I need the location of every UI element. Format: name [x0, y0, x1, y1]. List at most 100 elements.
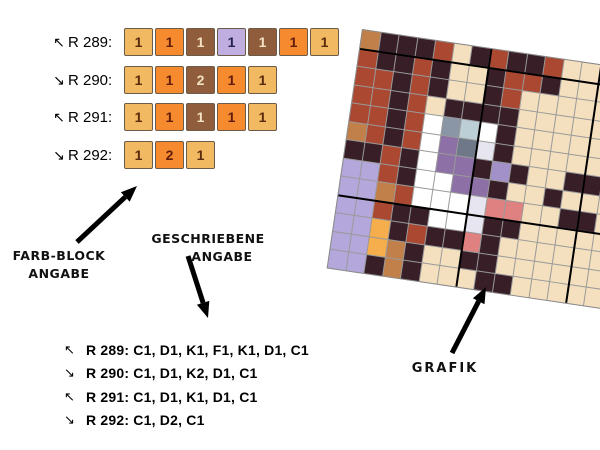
- grid-cell: [537, 93, 558, 114]
- grid-cell: [327, 249, 348, 270]
- grid-cell: [428, 77, 448, 98]
- pattern-grid: [326, 29, 600, 312]
- grid-cell: [474, 271, 495, 292]
- color-block: 1: [248, 28, 277, 56]
- grid-cell: [529, 279, 550, 300]
- grid-cell: [556, 96, 577, 117]
- grid-cell: [407, 93, 427, 114]
- grid-cell: [516, 109, 537, 130]
- color-block: 1: [124, 28, 153, 56]
- grid-cell: [354, 66, 375, 87]
- grid-cell: [531, 261, 552, 282]
- grid-cell: [425, 95, 446, 116]
- grid-cell: [403, 242, 424, 263]
- legend-row: ↘ R 290: 1 1 2 1 1: [50, 65, 277, 95]
- written-row-text: R 289: C1, D1, K1, F1, K1, D1, C1: [86, 341, 309, 358]
- grid-cell: [362, 142, 383, 163]
- grid-cell: [341, 158, 362, 179]
- row-label: R 291:: [68, 108, 113, 126]
- grid-cell: [419, 263, 440, 284]
- grid-cell: [498, 106, 519, 127]
- grid-cell: [370, 87, 391, 108]
- color-block: 1: [248, 103, 277, 131]
- grid-cell: [382, 257, 403, 278]
- grid-cell: [351, 215, 372, 236]
- grid-cell: [391, 72, 412, 93]
- grid-cell: [344, 139, 364, 160]
- grid-cell: [501, 88, 522, 109]
- grid-cell: [497, 237, 518, 258]
- grid-cell: [490, 161, 511, 182]
- row-direction-arrow-icon: ↖: [53, 33, 65, 50]
- grid-cell: [398, 148, 419, 168]
- grid-cell: [422, 114, 443, 135]
- grid-cell: [487, 179, 508, 200]
- row-direction-arrow-icon: ↖: [53, 108, 65, 125]
- color-block: 1: [186, 141, 215, 169]
- grid-cell: [513, 258, 534, 279]
- grid-cell: [524, 185, 545, 206]
- color-block: 1: [124, 103, 153, 131]
- grid-cell: [495, 124, 516, 145]
- grid-cell: [440, 116, 461, 137]
- grid-cell: [377, 163, 398, 184]
- grid-cell: [446, 80, 467, 101]
- grid-cell: [352, 85, 373, 105]
- grid-cell: [367, 236, 388, 257]
- grid-cell: [493, 143, 514, 164]
- grid-cell: [383, 127, 404, 147]
- grafik-label: GRAFIK: [411, 361, 479, 376]
- row-direction-arrow-icon: ↘: [53, 146, 65, 163]
- grid-cell: [592, 232, 600, 253]
- grid-cell: [333, 213, 354, 234]
- grid-cell: [508, 164, 529, 185]
- legend-row: ↖ R 289: 1 1 1 1 1 1 1: [50, 27, 339, 57]
- grid-cell: [529, 148, 550, 169]
- color-block: 1: [186, 103, 215, 131]
- grid-cell: [373, 69, 394, 90]
- grid-cell: [414, 169, 435, 189]
- grid-cell: [435, 153, 456, 174]
- color-block: 1: [124, 141, 153, 169]
- grid-cell: [424, 226, 445, 247]
- legend-row: ↖ R 291: 1 1 1 1 1: [50, 102, 277, 132]
- grid-cell: [535, 112, 556, 132]
- grid-cell: [404, 111, 425, 132]
- color-block: 1: [310, 28, 339, 56]
- grid-cell: [532, 130, 553, 151]
- grid-cell: [516, 240, 537, 261]
- grid-cell: [348, 234, 369, 255]
- grid-cell: [510, 276, 531, 297]
- grid-cell: [584, 287, 600, 308]
- grid-cell: [364, 255, 385, 276]
- grid-cell: [388, 221, 409, 242]
- row-direction-arrow-icon: ↘: [53, 71, 65, 88]
- color-block: 2: [186, 66, 215, 94]
- grid-cell: [548, 151, 568, 172]
- color-block: 1: [186, 28, 215, 56]
- written-line: ↖ R 291: C1, D1, K1, D1, C1: [64, 385, 309, 409]
- grid-cell: [365, 124, 385, 145]
- written-row-text: R 291: C1, D1, K1, D1, C1: [86, 388, 258, 405]
- grid-cell: [545, 169, 566, 190]
- grid-cell: [401, 260, 421, 281]
- farb-block-angabe-label: FARB-BLOCK ANGABE: [6, 247, 112, 283]
- row-direction-arrow-icon: ↖: [64, 388, 75, 404]
- grid-cell: [514, 127, 535, 148]
- grid-cell: [406, 223, 427, 244]
- grid-cell: [346, 121, 367, 142]
- color-block: 1: [155, 66, 184, 94]
- row-direction-arrow-icon: ↘: [64, 412, 75, 428]
- grid-cell: [409, 74, 430, 95]
- grid-cell: [417, 150, 438, 171]
- grid-cell: [359, 160, 380, 181]
- color-block: 1: [124, 66, 153, 94]
- pattern-grid-wrapper: [326, 29, 600, 312]
- grid-cell: [495, 255, 516, 276]
- row-label: R 289:: [68, 33, 113, 51]
- grid-cell: [511, 145, 532, 166]
- color-block: 1: [217, 28, 246, 56]
